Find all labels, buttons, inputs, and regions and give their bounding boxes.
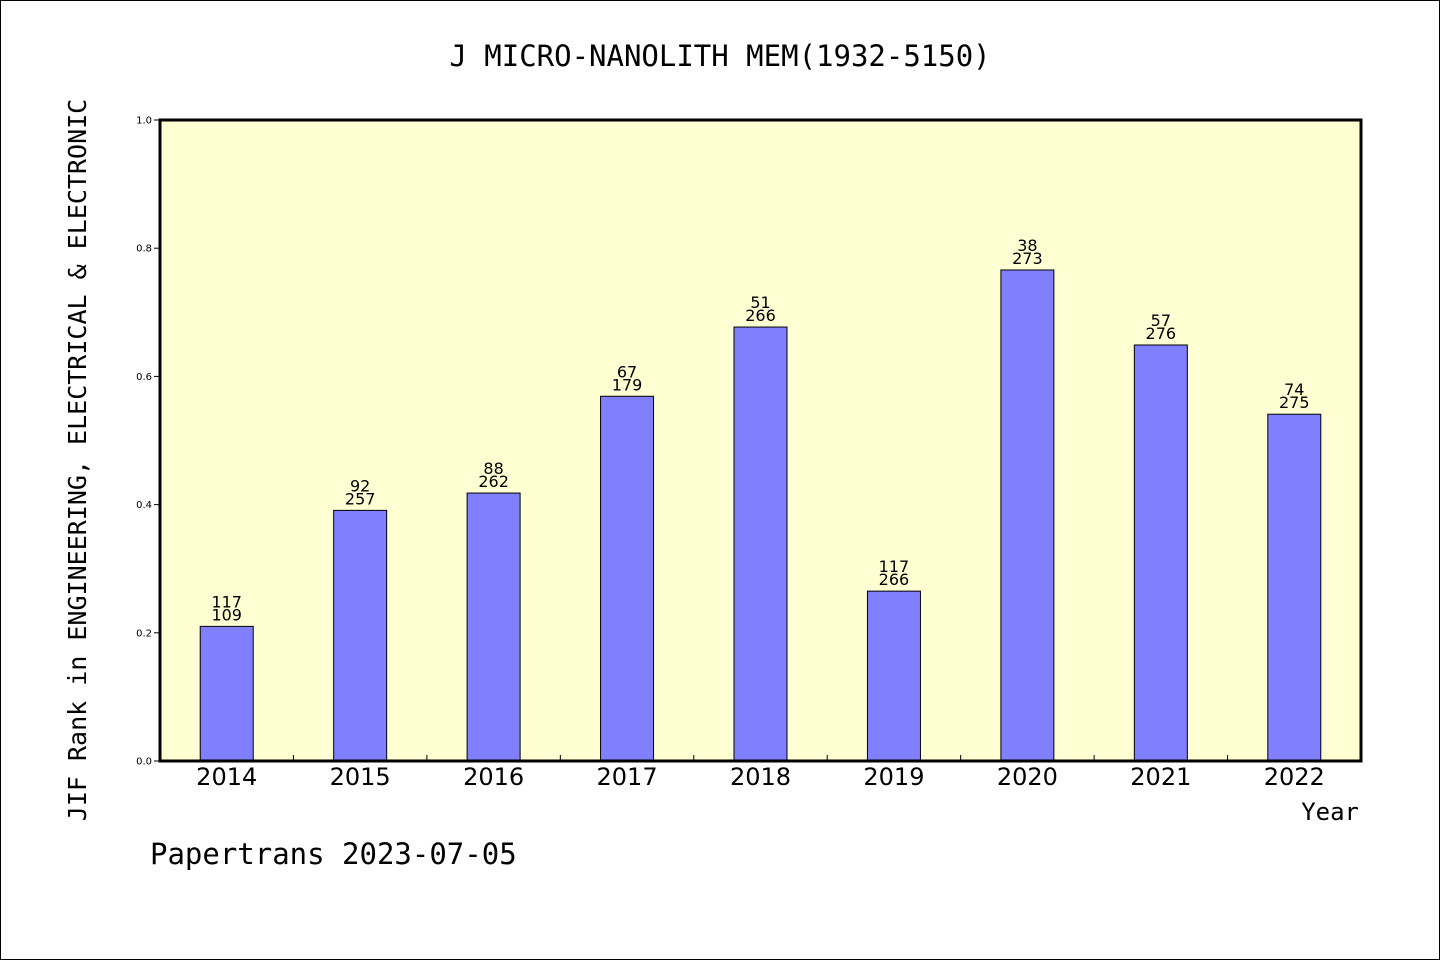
x-tick-label: 2016: [463, 763, 524, 791]
bar-total-label: 257: [345, 489, 376, 508]
y-tick-label: 0.4: [136, 500, 152, 511]
bar-rank-label: 51: [750, 293, 770, 312]
bar-total-label: 266: [745, 306, 776, 325]
x-tick-label: 2022: [1264, 763, 1325, 791]
plot-border: [158, 118, 1363, 763]
bar-rank-label: 38: [1017, 236, 1037, 255]
bar-total-label: 275: [1279, 393, 1310, 412]
bar-total-label: 262: [478, 472, 509, 491]
y-tick-label: 0.2: [136, 628, 152, 639]
x-axis-label: Year: [1301, 798, 1359, 826]
bar-total-label: 109: [211, 605, 242, 624]
bar-rank-label: 92: [350, 476, 370, 495]
bar-total-label: 276: [1146, 324, 1177, 343]
bar-2022: [1267, 413, 1322, 762]
y-axis-label: JIF Rank in ENGINEERING, ELECTRICAL & EL…: [63, 99, 92, 821]
x-tick-label: 2014: [196, 763, 257, 791]
bar-total-label: 179: [612, 375, 643, 394]
bar-rank-label: 74: [1284, 380, 1304, 399]
bar-total-label: 266: [879, 570, 910, 589]
footer-credit: Papertrans 2023-07-05: [150, 837, 517, 871]
y-tick-label: 1.0: [136, 116, 152, 127]
x-tick-label: 2015: [330, 763, 391, 791]
x-axis: 2014 2015 2016 2017 2018 2019 2020 2021 2022: [196, 755, 1325, 791]
bar-2014: [199, 625, 254, 762]
y-tick-label: 0.8: [136, 244, 152, 255]
chart-title: J MICRO-NANOLITH MEM(1932-5150): [449, 39, 990, 73]
bars-group: 1171099225788262671795126611726638273572…: [199, 236, 1322, 762]
bar-2019: [866, 590, 921, 762]
x-tick-label: 2021: [1130, 763, 1191, 791]
bar-rank-label: 57: [1151, 311, 1171, 330]
bar-2018: [733, 326, 788, 762]
x-tick-label: 2018: [730, 763, 791, 791]
bar-2015: [333, 509, 388, 762]
y-tick-label: 0.0: [136, 757, 152, 768]
bar-total-label: 273: [1012, 249, 1043, 268]
x-tick-label: 2020: [997, 763, 1058, 791]
bar-2020: [1000, 269, 1055, 762]
x-tick-label: 2019: [863, 763, 924, 791]
bar-rank-label: 117: [879, 557, 910, 576]
bar-2017: [600, 395, 655, 762]
y-tick-label: 0.6: [136, 372, 152, 383]
bar-rank-label: 88: [483, 459, 503, 478]
y-axis: 0.0 0.2 0.4 0.6 0.8 1.0: [136, 116, 160, 768]
bar-2021: [1133, 344, 1188, 762]
x-tick-label: 2017: [597, 763, 658, 791]
bar-2016: [466, 492, 521, 762]
bar-rank-label: 117: [211, 592, 242, 611]
bar-rank-label: 67: [617, 362, 637, 381]
